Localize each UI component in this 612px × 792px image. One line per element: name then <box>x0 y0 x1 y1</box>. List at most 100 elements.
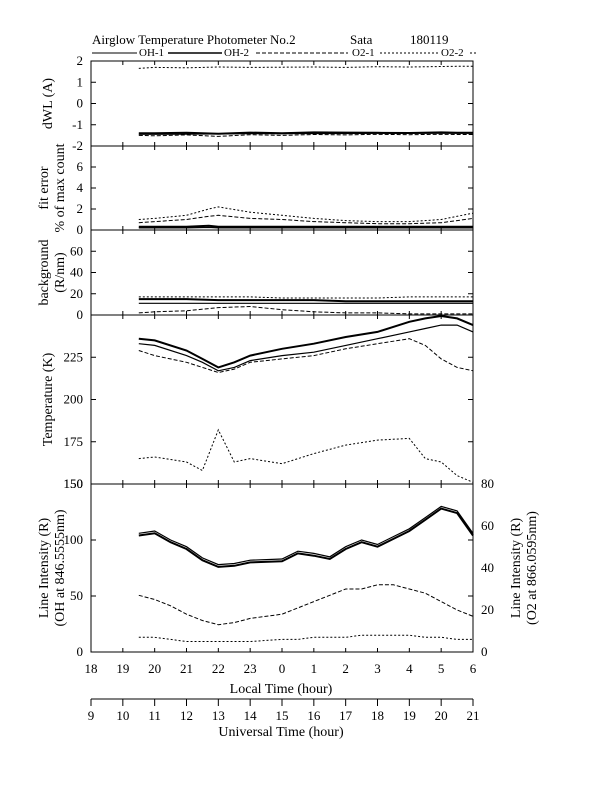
series-oh-2-intensity <box>138 507 474 568</box>
y-tick-label: 50 <box>70 588 83 603</box>
y-right-tick-label: 40 <box>481 560 494 575</box>
panel-frame-fit_error <box>90 145 474 231</box>
y-tick-label: -1 <box>72 117 83 132</box>
legend-label-o2-2: O2-2 <box>441 47 464 59</box>
series-o2-1-intensity <box>138 584 474 626</box>
series-oh-1-temperature <box>138 324 474 372</box>
y-right-tick-label: 80 <box>481 476 494 491</box>
local-time-tick-label: 0 <box>279 661 286 676</box>
local-time-tick-label: 1 <box>311 661 318 676</box>
y-axis-title-dwl: dWL (A) <box>41 78 56 130</box>
y-tick-label: 0 <box>77 644 84 659</box>
local-time-tick-label: 3 <box>374 661 381 676</box>
local-time-tick-label: 5 <box>438 661 445 676</box>
y-tick-label: 0 <box>77 96 84 111</box>
universal-time-axis-title: Universal Time (hour) <box>218 725 344 740</box>
legend-label-oh-1: OH-1 <box>139 47 164 59</box>
panel-temperature: 225 200 175 150 Temperature (K) <box>41 314 474 491</box>
y-tick-label: 0 <box>77 307 84 322</box>
universal-time-tick-label: 13 <box>212 708 225 723</box>
y-tick-label: 1 <box>77 74 84 89</box>
local-time-tick-label: 19 <box>116 661 129 676</box>
universal-time-tick-label: 15 <box>276 708 289 723</box>
series-o2-1-fit_error <box>138 214 474 225</box>
y-axis-title-fit_error: fit error <box>37 166 52 209</box>
universal-time-tick-label: 21 <box>467 708 480 723</box>
y-tick-label: 0 <box>77 222 84 237</box>
y-right-tick-label: 60 <box>481 518 494 533</box>
y-right-tick-label: 0 <box>481 644 488 659</box>
local-time-tick-label: 20 <box>148 661 161 676</box>
legend-label-oh-2: OH-2 <box>224 47 249 59</box>
y-axis-subtitle-intensity: (OH at 846.5555nm) <box>53 509 68 626</box>
universal-time-tick-label: 19 <box>403 708 416 723</box>
y-tick-label: 100 <box>64 532 84 547</box>
time-axes: 18 19 20 21 22 23 0 1 2 3 4 5 69 10 11 12 13 14 15 16 17 18 19… <box>85 661 480 723</box>
universal-time-tick-label: 14 <box>244 708 258 723</box>
local-time-tick-label: 4 <box>406 661 413 676</box>
universal-time-tick-label: 20 <box>435 708 448 723</box>
y-tick-label: 6 <box>77 159 84 174</box>
y-tick-label: 2 <box>77 201 84 216</box>
y-tick-label: 4 <box>77 180 84 195</box>
y-axis-title-background: background <box>37 239 52 305</box>
universal-time-tick-label: 10 <box>116 708 129 723</box>
series-o2-1-dwl <box>138 133 473 137</box>
local-time-tick-label: 23 <box>244 661 257 676</box>
series-o2-2-background <box>138 296 473 299</box>
figure-date: 180119 <box>410 32 449 47</box>
universal-time-tick-label: 16 <box>307 708 321 723</box>
series-oh-2-dwl <box>138 131 473 135</box>
y-tick-label: 175 <box>64 434 84 449</box>
y-tick-label: 40 <box>70 265 83 280</box>
y-tick-label: -2 <box>72 138 83 153</box>
figure-site: Sata <box>350 32 373 47</box>
y-right-axis-subtitle: (O2 at 866.0595nm) <box>525 511 540 625</box>
y-tick-label: 150 <box>64 476 84 491</box>
y-tick-label: 225 <box>64 349 84 364</box>
universal-time-tick-label: 17 <box>339 708 353 723</box>
series-o2-2-intensity <box>138 634 473 642</box>
y-right-axis-title: Line Intensity (R) <box>509 518 524 619</box>
y-axis-subtitle-fit_error: % of max count <box>53 143 68 232</box>
series-oh-2-temperature <box>138 314 474 369</box>
panel-fit_error: 6 4 2 0 fit error% of max count <box>37 143 474 237</box>
local-time-tick-label: 6 <box>470 661 477 676</box>
y-tick-label: 150 <box>64 476 84 491</box>
series-oh-2-background <box>138 298 473 303</box>
universal-time-tick-label: 9 <box>88 708 95 723</box>
panel-frame-intensity <box>90 483 474 653</box>
universal-time-tick-label: 12 <box>180 708 193 723</box>
series-oh-1-fit_error <box>138 226 473 229</box>
series-o2-2-fit_error <box>138 206 474 223</box>
panel-background: 60 40 20 0 background (R/nm) <box>37 229 474 322</box>
universal-time-tick-label: 18 <box>371 708 384 723</box>
series-o2-2-dwl <box>138 65 473 69</box>
panel-dwl: 2 1 0 -1 -2 dWL (A) <box>41 53 474 153</box>
series-o2-1-background <box>138 305 473 315</box>
figure-title: Airglow Temperature Photometer No.2 <box>92 32 296 47</box>
panel-frame-background <box>90 229 474 316</box>
y-tick-label: 20 <box>70 286 83 301</box>
y-right-tick-label: 20 <box>481 602 494 617</box>
y-tick-label: 2 <box>77 53 84 68</box>
y-axis-subtitle-background: (R/nm) <box>53 252 68 293</box>
local-time-axis-title: Local Time (hour) <box>230 682 333 697</box>
series-o2-2-temperature <box>138 428 474 483</box>
legend-label-o2-1: O2-1 <box>352 47 375 59</box>
series-oh-2-fit_error <box>138 224 473 228</box>
series-o2-1-temperature <box>138 338 474 374</box>
local-time-tick-label: 22 <box>212 661 225 676</box>
local-time-tick-label: 21 <box>180 661 193 676</box>
y-tick-label: 200 <box>64 392 84 407</box>
legend: OH-1 OH-2 O2-1 O2-2 <box>92 47 476 59</box>
local-time-tick-label: 18 <box>85 661 98 676</box>
y-axis-title-intensity: Line Intensity (R) <box>37 518 52 619</box>
y-axis-title-temperature: Temperature (K) <box>41 352 56 446</box>
series-oh-1-intensity <box>138 505 474 566</box>
universal-time-tick-label: 11 <box>148 708 161 723</box>
y-tick-label: 60 <box>70 243 83 258</box>
